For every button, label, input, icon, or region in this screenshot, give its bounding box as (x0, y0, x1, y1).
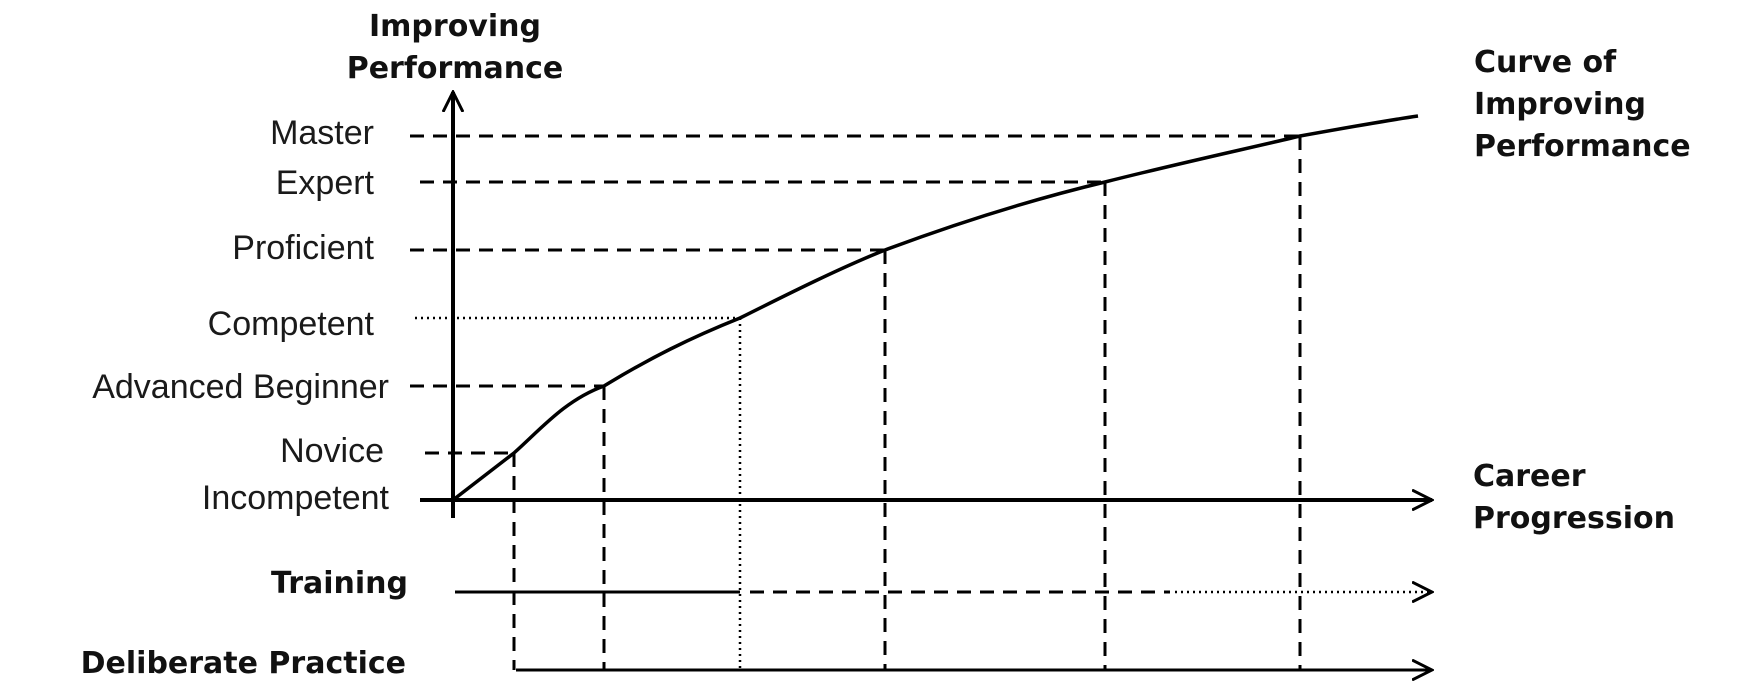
level-label-proficient: Proficient (232, 229, 374, 267)
x-axis-title-line2: Progression (1473, 501, 1675, 536)
curve-label-line1: Curve of (1474, 45, 1617, 80)
level-label-incompetent: Incompetent (202, 479, 390, 517)
track-label-training: Training (271, 566, 408, 601)
curve-label-line3: Performance (1474, 129, 1691, 164)
level-label-novice: Novice (280, 432, 384, 470)
level-label-expert: Expert (276, 164, 375, 202)
level-label-competent: Competent (208, 305, 375, 343)
performance-curve (451, 114, 1419, 502)
y-axis-title-line1: Improving (369, 9, 541, 44)
track-label-deliberate-practice: Deliberate Practice (81, 646, 406, 681)
level-label-advanced-beginner: Advanced Beginner (92, 368, 389, 406)
y-axis-title-line2: Performance (347, 51, 564, 86)
level-label-master: Master (270, 114, 374, 152)
curve-label-line2: Improving (1474, 87, 1646, 122)
x-axis-title-line1: Career (1473, 459, 1586, 494)
